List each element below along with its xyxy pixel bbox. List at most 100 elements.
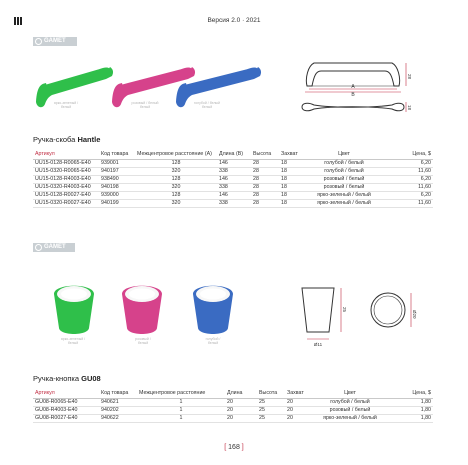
- table-cell: 940622: [99, 414, 137, 423]
- col-code: Код товара: [99, 150, 135, 160]
- table-cell: 28: [251, 167, 279, 176]
- table-cell: 18: [279, 183, 305, 192]
- table-row: UU15-0128-R0065-E40 939001 128 146 28 18 голуб…: [33, 159, 433, 168]
- table-cell: 6,20: [383, 175, 433, 184]
- col-grip: Захват: [279, 150, 305, 160]
- table-cell: 146: [217, 175, 251, 184]
- table-cell: розовый / белый: [305, 183, 383, 192]
- table-cell: 1: [137, 398, 225, 407]
- table-cell: 18: [279, 167, 305, 176]
- table-cell: 940197: [99, 167, 135, 176]
- col-grip: Захват: [285, 389, 311, 399]
- table-cell: 25: [257, 414, 285, 423]
- dim-a-label: A: [351, 84, 355, 90]
- table-cell: UU15-0320-R4003-E40: [33, 183, 99, 192]
- table-cell: 18: [279, 199, 305, 208]
- table-cell: розовый / белый: [305, 175, 383, 184]
- gu08-table: Артикул Код товара Межцентровое расстоян…: [33, 389, 433, 423]
- gu08-pink-image: [122, 285, 162, 334]
- col-center-distance: Межцентровое расстояние: [137, 389, 225, 399]
- table-cell: голубой / белый: [311, 398, 389, 407]
- table-cell: голубой / белый: [305, 167, 383, 176]
- table-cell: 20: [225, 406, 257, 415]
- dim-depth-label: 18: [407, 105, 412, 111]
- table-cell: 146: [217, 191, 251, 200]
- table-cell: 28: [251, 183, 279, 192]
- table-row: UU15-0320-R0027-E40 940199 320 338 28 18 ярко-…: [33, 199, 433, 208]
- table-cell: 1,80: [389, 398, 433, 407]
- gu08-blue-image: [193, 285, 233, 334]
- hantle-product-images: [36, 64, 262, 108]
- gu08-section-title: Ручка-кнопка GU08: [33, 374, 101, 383]
- table-cell: ярко-зеленый / белый: [311, 414, 389, 423]
- table-header-row: Артикул Код товара Межцентровое расстоян…: [33, 150, 433, 160]
- table-cell: 128: [135, 175, 217, 184]
- page-number: [ 168 ]: [224, 444, 244, 451]
- table-row: UU15-0128-R4003-E40 938490 128 146 28 18 розов…: [33, 175, 433, 184]
- table-cell: 20: [285, 398, 311, 407]
- brand-badge: GAMET: [33, 37, 77, 46]
- table-row: GU08-R0065-E40 940621 1 20 25 20 голубой / бел…: [33, 398, 433, 407]
- brand-name-2: GAMET: [44, 244, 66, 250]
- table-row: UU15-0320-R0065-E40 940197 320 338 28 18 голуб…: [33, 167, 433, 176]
- brand-logo-icon-2: [35, 244, 42, 251]
- table-cell: розовый / белый: [311, 406, 389, 415]
- table-cell: 20: [225, 398, 257, 407]
- table-cell: 338: [217, 183, 251, 192]
- table-cell: UU15-0320-R0027-E40: [33, 199, 99, 208]
- col-article: Артикул: [33, 150, 99, 160]
- gu08-caption-pink: розовый / белый: [135, 337, 151, 346]
- table-cell: 18: [279, 159, 305, 168]
- table-cell: 1,80: [389, 414, 433, 423]
- table-cell: GU08-R0027-E40: [33, 414, 99, 423]
- hantle-blue-image: [176, 64, 262, 108]
- table-cell: 11,60: [383, 167, 433, 176]
- table-row: UU15-0128-R0027-E40 939000 128 146 28 18 ярко-…: [33, 191, 433, 200]
- table-cell: 320: [135, 167, 217, 176]
- col-height: Высота: [251, 150, 279, 160]
- table-cell: 338: [217, 199, 251, 208]
- table-cell: 20: [225, 414, 257, 423]
- hantle-green-image: [36, 64, 114, 108]
- gu08-dim-height: 25: [342, 307, 347, 313]
- hantle-caption-green: ярко-зеленый / белый: [53, 101, 79, 110]
- table-cell: 940202: [99, 406, 137, 415]
- hantle-caption-pink: розовый / белый белый: [131, 101, 159, 110]
- table-cell: 11,60: [383, 183, 433, 192]
- table-cell: 938490: [99, 175, 135, 184]
- table-header-row: Артикул Код товара Межцентровое расстоян…: [33, 389, 433, 399]
- table-cell: 1: [137, 414, 225, 423]
- logo-icon: [14, 17, 22, 25]
- table-cell: ярко-зеленый / белый: [305, 199, 383, 208]
- gu08-caption-green: ярко-зеленый / белый: [60, 337, 86, 346]
- brand-name: GAMET: [44, 38, 66, 44]
- hantle-table: Артикул Код товара Межцентровое расстоян…: [33, 150, 433, 208]
- col-price: Цена, $: [389, 389, 433, 399]
- col-price: Цена, $: [383, 150, 433, 160]
- table-cell: 11,60: [383, 199, 433, 208]
- table-cell: 25: [257, 406, 285, 415]
- table-cell: GU08-R4003-E40: [33, 406, 99, 415]
- table-cell: GU08-R0065-E40: [33, 398, 99, 407]
- gu08-technical-drawing: 25 Ø11 Ø20: [301, 287, 417, 347]
- dim-b-label: B: [351, 92, 355, 98]
- table-cell: ярко-зеленый / белый: [305, 191, 383, 200]
- col-article: Артикул: [33, 389, 99, 399]
- hantle-technical-drawing: A B 28 18: [301, 62, 412, 112]
- brand-badge-2: GAMET: [33, 243, 75, 252]
- table-cell: 6,20: [383, 191, 433, 200]
- table-cell: 1,80: [389, 406, 433, 415]
- page-header-title: Версия 2.0 · 2021: [207, 17, 261, 24]
- hantle-pink-image: [112, 64, 196, 108]
- gu08-caption-blue: голубой / белый: [205, 337, 221, 346]
- col-color: Цвет: [311, 389, 389, 399]
- gu08-dim-diameter: Ø20: [412, 310, 417, 319]
- table-cell: 338: [217, 167, 251, 176]
- table-cell: 28: [251, 191, 279, 200]
- table-cell: 18: [279, 191, 305, 200]
- table-cell: 128: [135, 191, 217, 200]
- table-row: GU08-R4003-E40 940202 1 20 25 20 розовый / бел…: [33, 406, 433, 415]
- table-cell: 320: [135, 199, 217, 208]
- table-row: UU15-0320-R4003-E40 940198 320 338 28 18 розов…: [33, 183, 433, 192]
- table-cell: UU15-0128-R0065-E40: [33, 159, 99, 168]
